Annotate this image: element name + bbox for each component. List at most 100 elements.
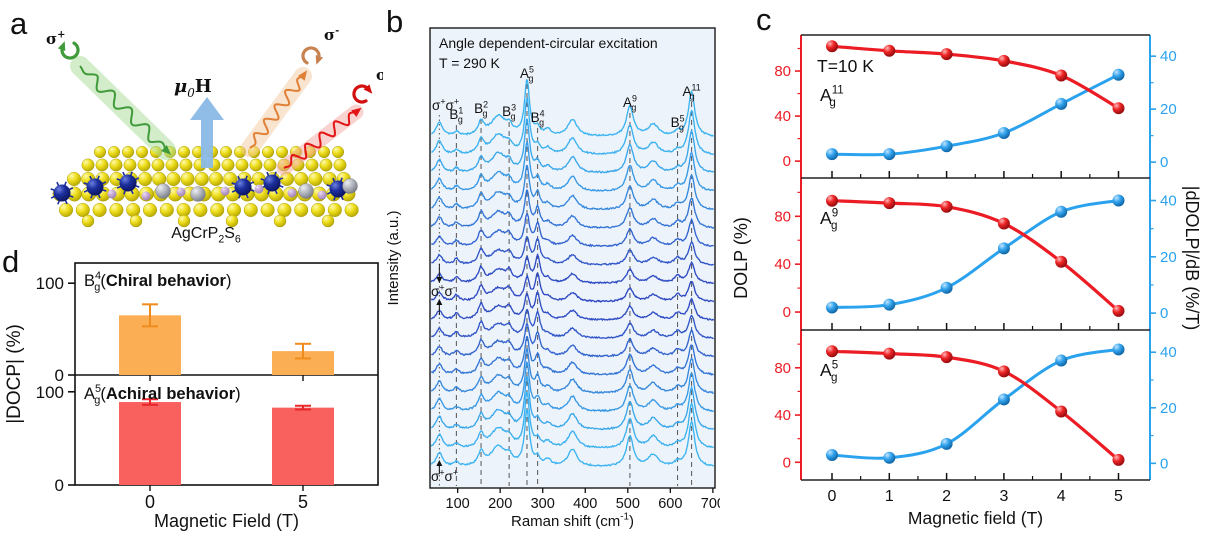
sulfur-atom bbox=[321, 214, 335, 228]
polarization-label-top: σ+σ+ bbox=[432, 96, 459, 113]
sulfur-atom bbox=[319, 158, 333, 172]
bar bbox=[272, 351, 334, 375]
derivative-data-point bbox=[940, 281, 953, 294]
derivative-data-point bbox=[1055, 97, 1068, 110]
right-tick-label: 40 bbox=[1160, 193, 1177, 210]
dolp-data-point bbox=[997, 54, 1010, 67]
right-tick-label: 20 bbox=[1160, 400, 1177, 417]
peak-label: A11 g bbox=[682, 82, 700, 101]
sulfur-atom bbox=[137, 158, 151, 172]
sulfur-atom bbox=[311, 202, 326, 217]
dolp-data-point bbox=[940, 48, 953, 61]
raman-spectrum-curve bbox=[431, 252, 714, 285]
left-tick-label: 40 bbox=[774, 108, 791, 125]
sulfur-atom bbox=[177, 214, 191, 228]
bar bbox=[119, 402, 181, 485]
y-tick-label: 0 bbox=[55, 366, 64, 385]
raman-spectrum-curve bbox=[431, 360, 714, 413]
peak-label: A5 g bbox=[520, 64, 534, 83]
chromium-atom bbox=[263, 174, 281, 192]
sulfur-atom bbox=[277, 202, 292, 217]
derivative-data-point bbox=[940, 140, 953, 153]
phosphorus-atom bbox=[176, 187, 186, 197]
raman-spectrum-curve bbox=[431, 140, 714, 193]
left-tick-label: 0 bbox=[783, 304, 791, 321]
derivative-data-point bbox=[826, 301, 838, 314]
scattered-sigma-minus-label: σ- bbox=[324, 26, 339, 44]
pol-arrow-up bbox=[436, 460, 443, 466]
field-label: μ0H bbox=[174, 76, 212, 100]
left-tick-label: 0 bbox=[783, 454, 791, 471]
derivative-data-point bbox=[826, 449, 838, 461]
sulfur-atom bbox=[262, 145, 275, 158]
raman-spectrum-curve bbox=[431, 97, 714, 156]
bar-group-label: A5 g(Achiral behavior) bbox=[84, 383, 241, 407]
y-axis-title: |DOCP| (%) bbox=[4, 324, 25, 424]
plot-frame bbox=[74, 262, 379, 486]
derivative-data-point bbox=[1112, 68, 1125, 81]
x-tick-label: 700 bbox=[701, 496, 720, 512]
sulfur-atom bbox=[109, 158, 123, 172]
peak-label: A9 g bbox=[623, 93, 637, 112]
x-tick-label: 5 bbox=[1114, 488, 1123, 505]
sulfur-atom bbox=[109, 202, 124, 217]
scattered-sigma-minus-arrow bbox=[298, 70, 308, 81]
right-tick-label: 20 bbox=[1160, 101, 1177, 118]
sulfur-atom bbox=[95, 158, 109, 172]
left-tick-label: 0 bbox=[783, 153, 791, 170]
sulfur-atom bbox=[75, 202, 90, 217]
dolp-data-point bbox=[1112, 102, 1125, 115]
scattered-sigma-plus-label: σ+ bbox=[376, 66, 383, 84]
incident-sigma-plus-arrow bbox=[161, 145, 171, 155]
chromium-atom bbox=[119, 174, 137, 192]
peak-label: B5 g bbox=[671, 113, 685, 132]
sulfur-atom bbox=[308, 171, 323, 186]
peak-label: B3 g bbox=[502, 102, 516, 121]
sulfur-atom bbox=[332, 145, 345, 158]
sulfur-atom bbox=[137, 171, 152, 186]
x-axis-title: Magnetic Field (T) bbox=[154, 511, 299, 531]
dolp-data-point bbox=[883, 347, 896, 360]
derivative-data-point bbox=[940, 437, 953, 450]
right-axis-title: |dDOLP|/dB (%/T) bbox=[1182, 186, 1202, 330]
raman-spectrum-curve bbox=[431, 409, 714, 467]
derivative-data-point bbox=[997, 393, 1010, 406]
sulfur-atom bbox=[176, 202, 191, 217]
x-tick-label: 300 bbox=[531, 496, 555, 512]
sulfur-atom bbox=[81, 214, 95, 228]
derivative-data-point bbox=[883, 148, 896, 161]
chromium-atom bbox=[329, 180, 347, 198]
x-axis-title: Magnetic field (T) bbox=[908, 508, 1043, 528]
x-tick-label: 400 bbox=[573, 496, 597, 512]
sulfur-atom bbox=[263, 158, 277, 172]
right-tick-label: 40 bbox=[1160, 344, 1177, 361]
x-tick-label: 0 bbox=[828, 488, 837, 505]
sulfur-atom bbox=[219, 145, 232, 158]
incident-sigma-plus-polarization-icon bbox=[60, 41, 80, 60]
x-tick-label: 2 bbox=[942, 488, 951, 505]
left-tick-label: 80 bbox=[774, 208, 791, 225]
polarization-label-bottom: σ+σ+ bbox=[431, 467, 458, 484]
raman-spectrum-curve bbox=[431, 391, 714, 449]
dolp-data-point bbox=[997, 217, 1010, 230]
derivative-curve bbox=[831, 199, 1119, 309]
raman-spectrum-curve bbox=[431, 272, 714, 303]
sulfur-atom bbox=[151, 158, 165, 172]
derivative-curve bbox=[831, 347, 1119, 460]
phosphorus-atom bbox=[141, 191, 151, 201]
incident-sigma-plus-beam bbox=[57, 41, 176, 160]
raman-spectrum-curve bbox=[431, 78, 714, 137]
y-tick-label: 0 bbox=[55, 476, 64, 495]
dolp-curve bbox=[831, 349, 1120, 462]
bar bbox=[272, 407, 334, 485]
x-tick-label: 5 bbox=[298, 492, 308, 512]
magnetic-field-arrow bbox=[190, 97, 224, 168]
x-tick-label: 200 bbox=[488, 496, 512, 512]
silver-atom bbox=[155, 183, 171, 199]
y-tick-label: 100 bbox=[36, 383, 64, 402]
dolp-data-point bbox=[940, 351, 953, 364]
right-tick-label: 40 bbox=[1160, 48, 1177, 65]
scattered-sigma-minus-polarization-icon-head bbox=[315, 55, 324, 65]
scattered-sigma-minus-polarization-icon bbox=[301, 46, 321, 65]
